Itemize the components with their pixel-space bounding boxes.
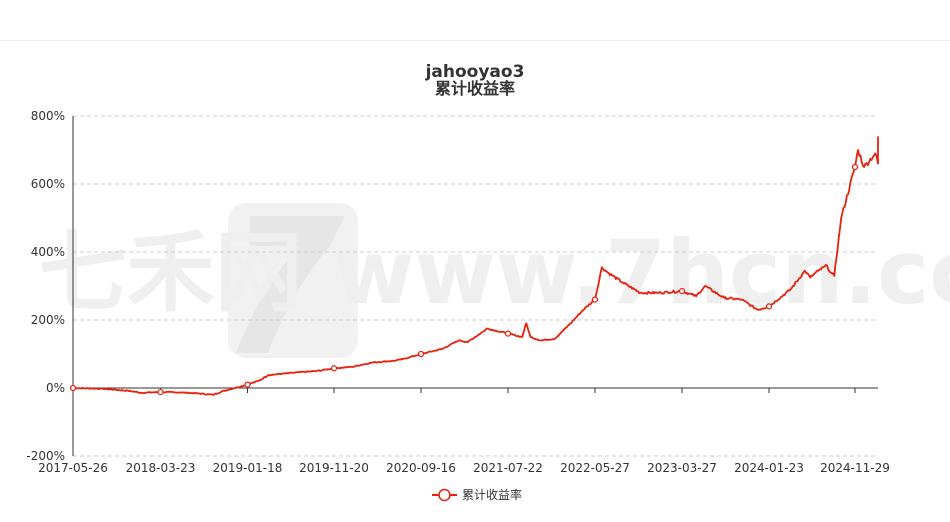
legend[interactable]: 累计收益率 bbox=[432, 487, 522, 502]
watermark: 七禾网 www.7hcn.com bbox=[39, 203, 950, 358]
x-tick-label: 2023-03-27 bbox=[647, 461, 717, 475]
grid bbox=[73, 115, 878, 457]
chart-subtitle: 累计收益率 bbox=[435, 79, 515, 98]
line-chart: 七禾网 www.7hcn.com jahooyao3 累计收益率 -200% 0%… bbox=[26, 62, 950, 502]
series-marker bbox=[157, 388, 164, 396]
series-marker bbox=[330, 365, 338, 372]
legend-label: 累计收益率 bbox=[462, 487, 522, 502]
x-tick-label: 2017-05-26 bbox=[38, 461, 108, 475]
x-tick-label: 2018-03-23 bbox=[126, 461, 196, 475]
x-tick-label: 2024-11-29 bbox=[820, 461, 890, 475]
x-axis: 2017-05-26 2018-03-23 2019-01-18 2019-11-20… bbox=[38, 387, 890, 475]
series-marker bbox=[69, 384, 77, 392]
watermark-logo-7 bbox=[236, 216, 345, 353]
y-tick-label: 200% bbox=[31, 313, 65, 327]
series-marker bbox=[591, 296, 599, 303]
x-tick-label: 2019-11-20 bbox=[299, 461, 369, 475]
series-marker bbox=[765, 303, 773, 310]
top-bar bbox=[0, 0, 950, 41]
series-layer bbox=[69, 136, 879, 396]
y-tick-label: 800% bbox=[31, 109, 65, 123]
chart-container: 七禾网 www.7hcn.com jahooyao3 累计收益率 -200% 0%… bbox=[0, 41, 950, 518]
x-tick-label: 2021-07-22 bbox=[473, 461, 543, 475]
y-axis: -200% 0% 200% 400% 600% 800% bbox=[26, 109, 74, 463]
series-marker bbox=[851, 163, 859, 171]
y-tick-label: 400% bbox=[31, 245, 65, 259]
y-tick-label: -200% bbox=[26, 449, 65, 463]
y-tick-label: 600% bbox=[31, 177, 65, 191]
chart-title: jahooyao3 bbox=[425, 62, 525, 82]
y-tick-label: 0% bbox=[46, 381, 65, 395]
x-tick-label: 2022-05-27 bbox=[560, 461, 630, 475]
x-tick-label: 2019-01-18 bbox=[213, 461, 283, 475]
x-tick-label: 2024-01-23 bbox=[734, 461, 804, 475]
series-marker bbox=[244, 381, 251, 388]
series-marker bbox=[678, 288, 686, 295]
series-marker bbox=[417, 350, 425, 358]
watermark-brand: 七禾网 www.7hcn.com bbox=[39, 221, 950, 324]
series-line bbox=[73, 136, 879, 396]
legend-marker bbox=[438, 488, 451, 502]
x-tick-label: 2020-09-16 bbox=[386, 461, 456, 475]
series-marker bbox=[504, 330, 512, 337]
